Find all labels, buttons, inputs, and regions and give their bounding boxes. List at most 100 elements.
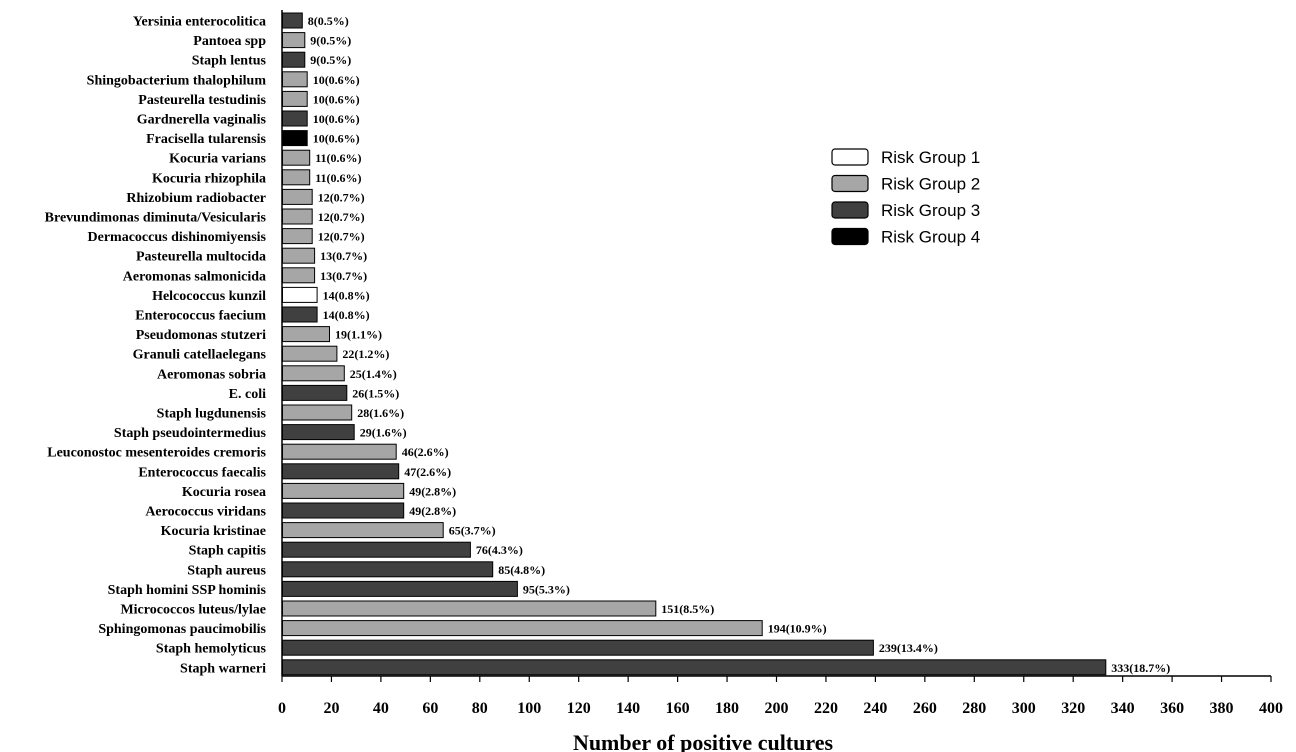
legend-swatch: [831, 201, 869, 219]
x-axis-title: Number of positive cultures: [573, 730, 834, 752]
data-label: 14(0.8%): [323, 288, 370, 302]
bar: [282, 149, 311, 166]
bar: [282, 639, 874, 656]
category-label: Kocuria varians: [169, 152, 266, 167]
bar: [282, 482, 405, 499]
x-tick-label: 40: [373, 700, 389, 717]
bar: [282, 659, 1107, 676]
category-label: Pseudomonas stutzeri: [136, 328, 266, 343]
x-tick-label: 80: [472, 700, 488, 717]
category-label: Aerococcus viridans: [145, 505, 266, 520]
x-tick-label: 260: [913, 700, 937, 717]
category-label: Pasteurella testudinis: [138, 93, 266, 108]
category-label: Kocuria rhizophila: [152, 171, 266, 186]
category-label: Staph hemolyticus: [156, 642, 267, 657]
x-tick-label: 140: [616, 700, 640, 717]
x-tick-label: 180: [715, 700, 739, 717]
category-label: Pantoea spp: [193, 34, 266, 49]
data-label: 22(1.2%): [342, 347, 389, 361]
category-label: Staph capitis: [189, 544, 267, 559]
bar: [282, 110, 308, 127]
category-label: Staph lugdunensis: [157, 407, 267, 422]
x-tick-label: 200: [765, 700, 789, 717]
data-label: 9(0.5%): [310, 34, 351, 48]
category-label: Staph lentus: [192, 54, 267, 69]
x-tick-label: 360: [1160, 700, 1184, 717]
category-label: Leuconostoc mesenteroides cremoris: [47, 446, 266, 461]
data-label: 65(3.7%): [449, 524, 496, 538]
x-tick-label: 100: [517, 700, 541, 717]
data-label: 47(2.6%): [404, 465, 451, 479]
category-label: Fracisella tularensis: [146, 132, 266, 147]
bar: [282, 12, 303, 29]
data-label: 14(0.8%): [323, 308, 370, 322]
x-tick-label: 400: [1259, 700, 1283, 717]
data-label: 194(10.9%): [768, 622, 827, 636]
bar: [282, 384, 348, 401]
bar: [282, 71, 308, 88]
bar: [282, 228, 313, 245]
data-label: 10(0.6%): [313, 73, 360, 87]
category-label: Micrococcos luteus/lylae: [120, 603, 266, 618]
data-label: 49(2.8%): [409, 504, 456, 518]
bar: [282, 522, 444, 539]
category-label: Aeromonas sobria: [157, 367, 266, 382]
x-tick-label: 380: [1210, 700, 1234, 717]
x-tick-label: 280: [962, 700, 986, 717]
bar: [282, 345, 338, 362]
data-label: 11(0.6%): [315, 151, 361, 165]
data-label: 12(0.7%): [318, 230, 365, 244]
bar: [282, 620, 763, 637]
data-label: 9(0.5%): [310, 53, 351, 67]
category-label: Enterococcus faecium: [135, 309, 266, 324]
legend-label: Risk Group 3: [881, 201, 980, 220]
legend-swatch: [831, 148, 869, 166]
bar: [282, 541, 471, 558]
category-label: Brevundimonas diminuta/Vesicularis: [45, 211, 267, 226]
bar: [282, 463, 400, 480]
x-tick-label: 160: [666, 700, 690, 717]
data-label: 151(8.5%): [661, 602, 714, 616]
bar: [282, 130, 308, 147]
legend-label: Risk Group 1: [881, 148, 980, 167]
category-label: Yersinia enterocolitica: [133, 15, 266, 30]
bar: [282, 600, 657, 617]
x-tick-label: 20: [323, 700, 339, 717]
data-label: 11(0.6%): [315, 171, 361, 185]
category-label: Rhizobium radiobacter: [126, 191, 266, 206]
category-label: Shingobacterium thalophilum: [87, 73, 267, 88]
category-label: Kocuria kristinae: [161, 524, 266, 539]
data-label: 76(4.3%): [476, 543, 523, 557]
bar: [282, 580, 518, 597]
data-label: 46(2.6%): [402, 445, 449, 459]
category-label: Staph aureus: [187, 563, 266, 578]
data-label: 12(0.7%): [318, 210, 365, 224]
data-label: 19(1.1%): [335, 328, 382, 342]
category-label: Pasteurella multocida: [136, 250, 266, 265]
category-label: Staph homini SSP hominis: [108, 583, 267, 598]
category-label: Kocuria rosea: [182, 485, 266, 500]
data-label: 10(0.6%): [313, 112, 360, 126]
x-tick-label: 0: [278, 700, 286, 717]
bar: [282, 247, 316, 264]
bar: [282, 424, 355, 441]
category-label: Dermacoccus dishinomiyensis: [88, 230, 267, 245]
data-label: 333(18.7%): [1111, 661, 1170, 675]
x-tick-label: 220: [814, 700, 838, 717]
category-label: E. coli: [229, 387, 266, 402]
data-label: 25(1.4%): [350, 367, 397, 381]
data-label: 10(0.6%): [313, 132, 360, 146]
legend-swatch: [831, 174, 869, 193]
bar: [282, 286, 318, 303]
bar: [282, 502, 405, 519]
data-label: 12(0.7%): [318, 190, 365, 204]
category-label: Helcococcus kunzil: [152, 289, 266, 304]
data-label: 13(0.7%): [320, 269, 367, 283]
category-label: Enterococcus faecalis: [138, 465, 266, 480]
data-label: 49(2.8%): [409, 484, 456, 498]
data-label: 28(1.6%): [357, 406, 404, 420]
bar: [282, 365, 345, 382]
legend-label: Risk Group 2: [881, 175, 980, 194]
